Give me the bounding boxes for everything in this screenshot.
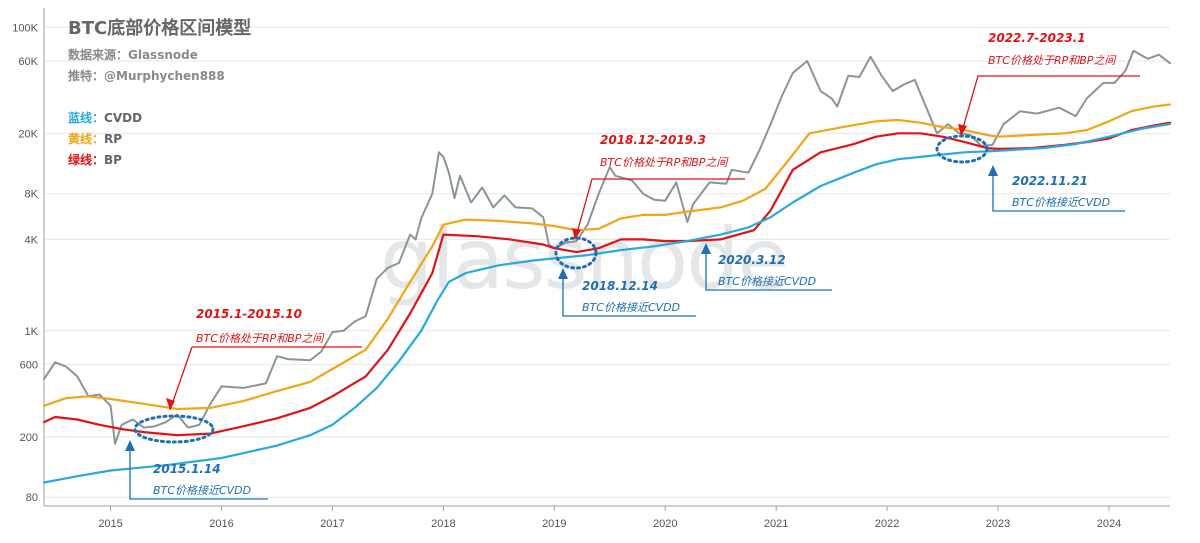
annotation-date: 2022.11.21 [1012, 174, 1088, 188]
legend-label: BP [104, 153, 122, 167]
series-line-bp [42, 121, 1172, 437]
legend-prefix: 绿线： [68, 152, 104, 167]
annotation-desc: BTC价格处于RP和BP之间 [196, 332, 325, 345]
annotation-arrow [169, 346, 193, 411]
x-tick-label: 2015 [98, 518, 122, 530]
y-tick-label: 4K [25, 234, 39, 246]
annotation-desc: BTC价格处于RP和BP之间 [600, 156, 729, 169]
author-text: 推特：@Murphychen888 [68, 68, 225, 83]
series-group [42, 49, 1172, 484]
y-tick-label: 80 [26, 492, 38, 504]
arrow-head [166, 398, 175, 410]
legend-item-rp: 黄线：RP [68, 131, 122, 146]
annotation-2015-cvdd: 2015.1.14 BTC价格接近CVDD [125, 440, 268, 500]
annotation-date: 2022.7-2023.1 [988, 31, 1086, 45]
annotation-desc: BTC价格接近CVDD [718, 275, 816, 288]
annotation-2018-cvdd: 2018.12.14 BTC价格接近CVDD [558, 268, 696, 317]
x-tick-label: 2023 [986, 518, 1010, 530]
y-tick-label: 200 [20, 432, 38, 444]
y-tick-label: 20K [18, 128, 38, 140]
annotation-date: 2020.3.12 [718, 253, 786, 267]
annotation-desc: BTC价格接近CVDD [582, 301, 680, 314]
x-tick-label: 2021 [764, 518, 788, 530]
x-tick-label: 2017 [320, 518, 344, 530]
legend-label: CVDD [104, 111, 142, 125]
series-line-btc-price [43, 49, 1171, 445]
chart-title: BTC底部价格区间模型 [68, 17, 251, 39]
series-line-cvdd [42, 123, 1172, 484]
annotation-desc: BTC价格接近CVDD [153, 484, 251, 497]
x-tick-label: 2022 [875, 518, 899, 530]
x-tick-label: 2024 [1097, 518, 1121, 530]
x-tick-label: 2020 [653, 518, 677, 530]
arrow-head [701, 243, 711, 254]
arrow-head [125, 440, 135, 451]
annotation-date: 2018.12-2019.3 [600, 133, 706, 147]
y-tick-label: 60K [18, 56, 38, 68]
legend-item-bp: 绿线：BP [68, 152, 122, 167]
annotation-arrow [576, 178, 745, 234]
highlight-ellipse-2022 [935, 134, 989, 164]
annotation-arrow [962, 75, 1140, 129]
annotation-date: 2015.1.14 [153, 462, 221, 476]
x-tick-label: 2019 [542, 518, 566, 530]
legend-prefix: 黄线： [68, 131, 104, 146]
annotation-2020-cvdd: 2020.3.12 BTC价格接近CVDD [701, 243, 832, 291]
y-tick-label: 100K [12, 22, 38, 34]
annotation-bracket [705, 250, 832, 291]
legend-item-cvdd: 蓝线：CVDD [68, 110, 142, 125]
annotation-bracket [562, 275, 696, 317]
x-tick-label: 2016 [209, 518, 233, 530]
annotation-2015-rp-bp: 2015.1-2015.10 BTC价格处于RP和BP之间 [166, 307, 362, 411]
watermark: glassnode [380, 210, 787, 308]
arrow-head [558, 268, 568, 279]
arrow-head [988, 165, 998, 176]
y-axis: 80 200 600 1K 4K 8K 20K 60K 100K [12, 22, 38, 504]
arrow-head [572, 228, 581, 240]
legend: 蓝线：CVDD 黄线：RP 绿线：BP [68, 110, 142, 167]
highlight-ellipse-2019 [554, 236, 598, 270]
x-axis: 2015 2016 2017 2018 2019 2020 2021 2022 2023 2024 [98, 506, 1121, 530]
annotation-desc: BTC价格处于RP和BP之间 [988, 54, 1117, 67]
y-tick-label: 8K [25, 189, 39, 201]
y-tick-label: 1K [25, 326, 39, 338]
annotation-desc: BTC价格接近CVDD [1012, 196, 1110, 209]
legend-prefix: 蓝线： [68, 110, 104, 125]
annotation-bracket [992, 172, 1125, 212]
annotation-2019-rp-bp: 2018.12-2019.3 BTC价格处于RP和BP之间 [572, 133, 745, 240]
annotation-bracket [129, 446, 268, 500]
annotation-2022-cvdd: 2022.11.21 BTC价格接近CVDD [988, 165, 1125, 212]
series-line-rp [42, 103, 1172, 411]
highlight-ellipse-2015 [133, 414, 215, 444]
annotation-2022-rp-bp: 2022.7-2023.1 BTC价格处于RP和BP之间 [958, 31, 1140, 136]
annotation-date: 2018.12.14 [582, 279, 658, 293]
x-tick-label: 2018 [431, 518, 455, 530]
annotation-date: 2015.1-2015.10 [196, 307, 302, 321]
y-tick-label: 600 [20, 359, 38, 371]
legend-label: RP [104, 132, 122, 146]
source-text: 数据来源：Glassnode [68, 47, 198, 62]
arrow-head [958, 124, 967, 136]
